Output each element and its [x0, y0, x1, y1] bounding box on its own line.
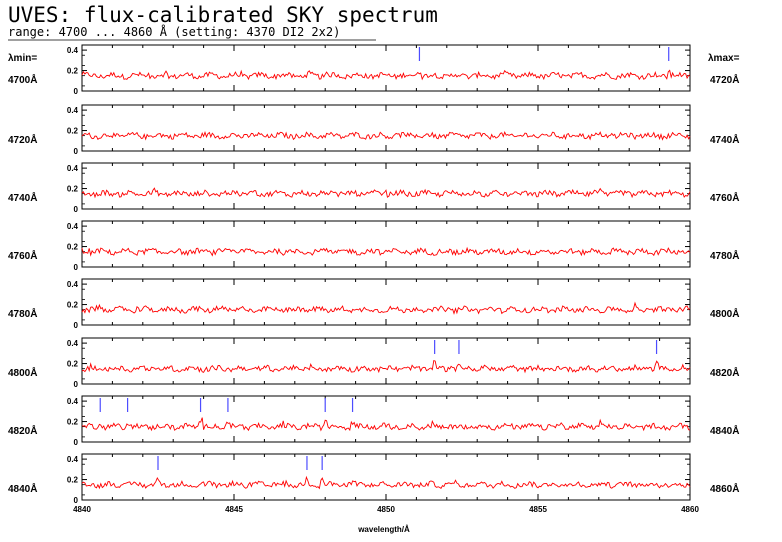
- y-tick-label: 0.2: [67, 360, 79, 369]
- y-tick-label: 0: [74, 380, 79, 389]
- x-tick-label: 4850: [377, 505, 395, 514]
- spectrum-panel: 0 0.2 0.4 4840Å 4860Å: [8, 453, 739, 505]
- spectrum-panel: 0 0.2 0.4 4760Å 4780Å: [8, 220, 739, 272]
- spectrum-panel: 0 0.2 0.4 4740Å 4760Å: [8, 162, 739, 214]
- x-tick-label: 4860: [681, 505, 699, 514]
- panel-frame: [81, 162, 691, 210]
- panel-frame: [81, 104, 691, 152]
- panel-frame: [81, 220, 691, 268]
- spectrum-line: [81, 301, 691, 315]
- lambda-min-label: λmin=: [8, 53, 37, 64]
- spectrum-line: [81, 246, 691, 257]
- panel-frame: [81, 337, 691, 385]
- spectrum-line: [81, 187, 691, 199]
- y-tick-label: 0: [74, 438, 79, 447]
- y-tick-label: 0.4: [67, 46, 79, 55]
- lambda-max-value: 4820Å: [710, 366, 739, 379]
- lambda-min-value: 4720Å: [8, 133, 37, 146]
- lambda-max-value: 4800Å: [710, 307, 739, 320]
- spectrum-panel: 0 0.2 0.4 4820Å 4840Å: [8, 395, 739, 447]
- lambda-min-value: 4760Å: [8, 249, 37, 262]
- lambda-min-value: 4820Å: [8, 424, 37, 437]
- panel-frame: [81, 395, 691, 443]
- lambda-max-value: 4780Å: [710, 249, 739, 262]
- y-tick-label: 0: [74, 263, 79, 272]
- x-axis-label: wavelength/Å: [357, 525, 410, 534]
- spectrum-panel: 0 0.2 0.4 4700Å 4720Å: [8, 44, 739, 96]
- y-tick-label: 0.2: [67, 301, 79, 310]
- lambda-max-value: 4760Å: [710, 191, 739, 204]
- lambda-max-value: 4720Å: [710, 73, 739, 86]
- y-tick-label: 0.2: [67, 243, 79, 252]
- spectrum-panel: 0 0.2 0.4 4800Å 4820Å: [8, 337, 739, 389]
- lambda-min-value: 4780Å: [8, 307, 37, 320]
- panel-frame: [81, 453, 691, 501]
- y-tick-label: 0.4: [67, 397, 79, 406]
- y-tick-label: 0.4: [67, 164, 79, 173]
- y-tick-label: 0.4: [67, 280, 79, 289]
- spectrum-panel: 0 0.2 0.4 4720Å 4740Å: [8, 104, 739, 156]
- lambda-max-label: λmax=: [708, 53, 740, 64]
- y-tick-label: 0.2: [67, 67, 79, 76]
- y-tick-label: 0.4: [67, 339, 79, 348]
- lambda-min-value: 4740Å: [8, 191, 37, 204]
- y-tick-label: 0: [74, 321, 79, 330]
- lambda-min-value: 4840Å: [8, 482, 37, 495]
- spectrum-panels: 0 0.2 0.4 4700Å 4720Å 0 0.2 0.4 4720Å 4740Å 0 0.2 0.…: [8, 44, 739, 514]
- lambda-max-value: 4840Å: [710, 424, 739, 437]
- y-tick-label: 0.2: [67, 127, 79, 136]
- y-tick-label: 0: [74, 205, 79, 214]
- panel-frame: [81, 44, 691, 92]
- spectrum-line: [81, 417, 691, 432]
- y-tick-label: 0.4: [67, 455, 79, 464]
- y-tick-label: 0: [74, 496, 79, 505]
- lambda-max-value: 4860Å: [710, 482, 739, 495]
- y-tick-label: 0.4: [67, 222, 79, 231]
- y-tick-label: 0.2: [67, 185, 79, 194]
- spectrum-line: [81, 131, 691, 141]
- spectrum-line: [81, 475, 691, 490]
- y-tick-label: 0.4: [67, 106, 79, 115]
- x-tick-label: 4855: [529, 505, 547, 514]
- x-tick-label: 4840: [73, 505, 91, 514]
- lambda-max-value: 4740Å: [710, 133, 739, 146]
- chart-subtitle: range: 4700 ... 4860 Å (setting: 4370 DI…: [8, 24, 340, 39]
- lambda-min-value: 4700Å: [8, 73, 37, 86]
- y-tick-label: 0: [74, 87, 79, 96]
- panel-frame: [81, 278, 691, 326]
- lambda-min-value: 4800Å: [8, 366, 37, 379]
- y-tick-label: 0.2: [67, 418, 79, 427]
- spectrum-line: [81, 359, 691, 374]
- y-tick-label: 0: [74, 147, 79, 156]
- x-tick-label: 4845: [225, 505, 243, 514]
- y-tick-label: 0.2: [67, 476, 79, 485]
- spectrum-panel: 0 0.2 0.4 4780Å 4800Å: [8, 278, 739, 330]
- chart-title: UVES: flux-calibrated SKY spectrum: [8, 3, 438, 27]
- spectrum-line: [81, 69, 691, 81]
